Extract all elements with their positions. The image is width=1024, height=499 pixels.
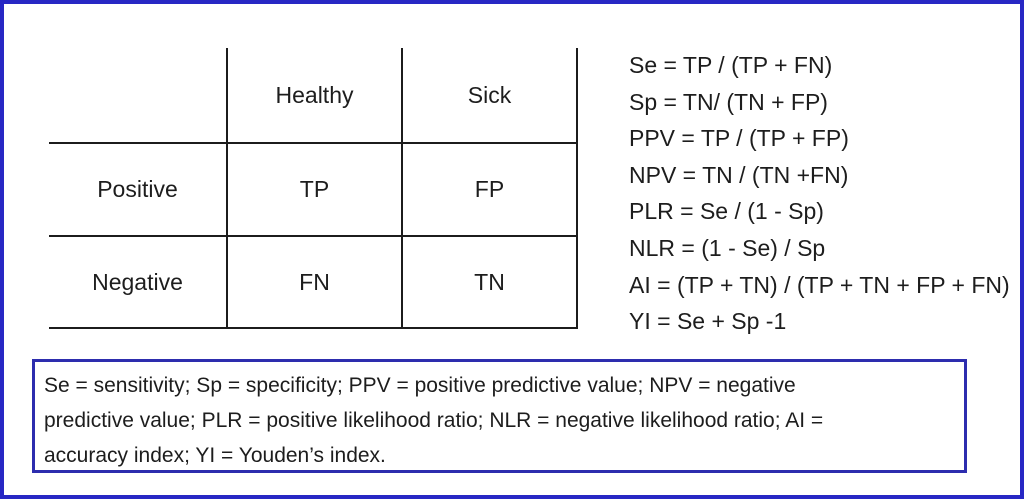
abbreviation-legend-box: Se = sensitivity; Sp = specificity; PPV …	[32, 359, 967, 473]
matrix-cell-true-negative: TN	[401, 235, 578, 329]
matrix-cell-false-negative: FN	[226, 235, 401, 329]
formula-ppv: PPV = TP / (TP + FP)	[629, 125, 849, 152]
formula-specificity: Sp = TN/ (TN + FP)	[629, 88, 828, 115]
formula-npv: NPV = TN / (TN +FN)	[629, 161, 849, 188]
formula-youden-index: YI = Se + Sp -1	[629, 308, 787, 335]
legend-line-3: accuracy index; YI = Youden’s index.	[44, 444, 386, 467]
formula-list: Se = TP / (TP + FN) Sp = TN/ (TN + FP) P…	[629, 47, 1010, 340]
matrix-cell-true-positive: TP	[226, 142, 401, 235]
matrix-row-header-positive: Positive	[49, 142, 226, 235]
legend-line-1: Se = sensitivity; Sp = specificity; PPV …	[44, 374, 796, 397]
formula-accuracy-index: AI = (TP + TN) / (TP + TN + FP + FN)	[629, 271, 1010, 298]
formula-nlr: NLR = (1 - Se) / Sp	[629, 234, 826, 261]
formula-plr: PLR = Se / (1 - Sp)	[629, 198, 824, 225]
formula-sensitivity: Se = TP / (TP + FN)	[629, 52, 833, 78]
matrix-col-header-healthy: Healthy	[226, 48, 401, 142]
matrix-cell-false-positive: FP	[401, 142, 578, 235]
matrix-row-header-negative: Negative	[49, 235, 226, 329]
confusion-matrix-table: Healthy Sick Positive TP FP Negative FN …	[49, 48, 578, 329]
matrix-corner-cell	[49, 48, 226, 142]
matrix-col-header-sick: Sick	[401, 48, 578, 142]
legend-line-2: predictive value; PLR = positive likelih…	[44, 409, 824, 432]
